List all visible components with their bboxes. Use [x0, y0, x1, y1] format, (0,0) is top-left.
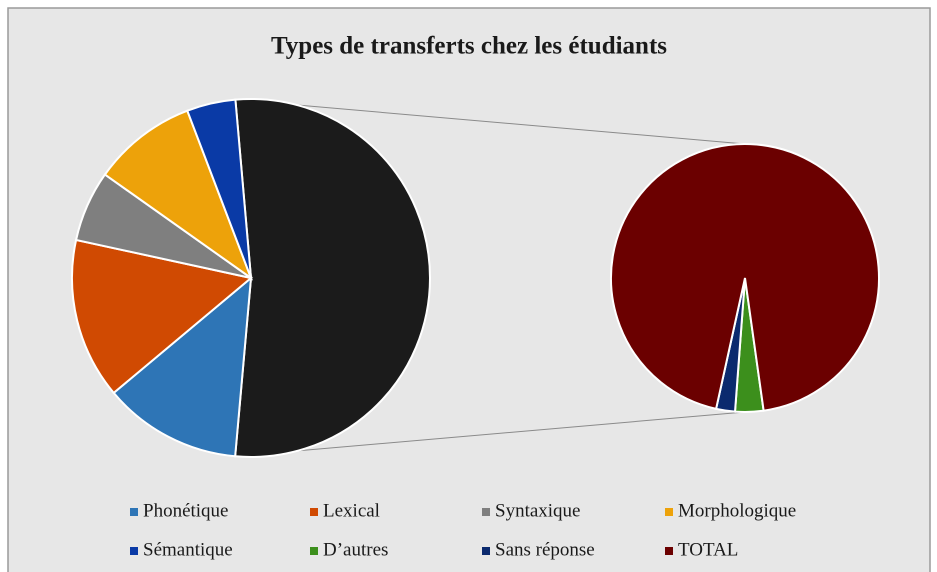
legend-label: D’autres: [323, 539, 388, 560]
legend-swatch: [665, 508, 673, 516]
legend-swatch: [482, 547, 490, 555]
pie-slice: [71, 238, 254, 395]
legend-label: TOTAL: [678, 539, 738, 560]
legend-label: Lexical: [323, 500, 380, 521]
legend-swatch: [310, 508, 318, 516]
legend-label: Syntaxique: [495, 500, 581, 521]
pie-slice: [186, 98, 252, 279]
legend-swatch: [310, 547, 318, 555]
legend-swatch: [130, 508, 138, 516]
pie-slice: [112, 275, 253, 458]
legend-label: Phonétique: [143, 500, 229, 521]
connector-line: [235, 411, 746, 457]
other-slice: [234, 98, 431, 458]
legend-label: Sémantique: [143, 539, 233, 560]
legend-swatch: [130, 547, 138, 555]
legend-swatch: [482, 508, 490, 516]
pie-slice: [610, 143, 880, 412]
legend-label: Morphologique: [678, 500, 796, 521]
legend-label: Sans réponse: [495, 539, 595, 560]
chart-title: Types de transferts chez les étudiants: [271, 33, 667, 60]
pie-slice: [103, 109, 254, 281]
connector-line: [235, 99, 746, 145]
legend-swatch: [665, 547, 673, 555]
